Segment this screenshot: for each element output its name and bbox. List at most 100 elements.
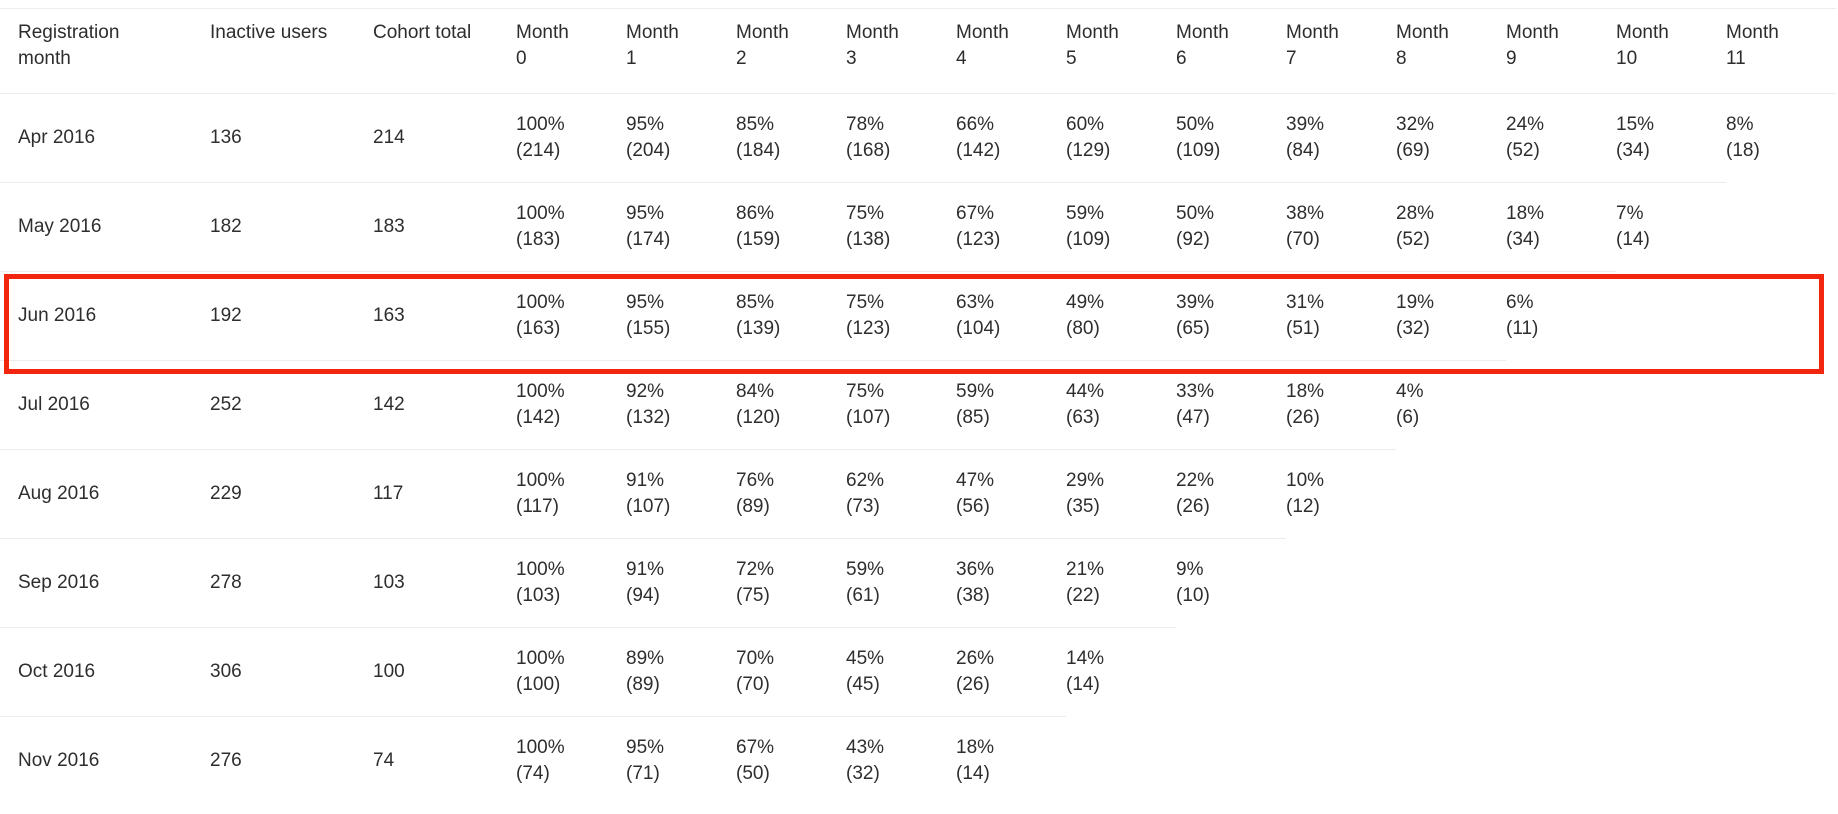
retention-cell: 60% (129) [1066,93,1176,182]
retention-cell: 18% (34) [1506,182,1616,271]
retention-cell: 15% (34) [1616,93,1726,182]
retention-count: (117) [516,496,559,517]
cohort-total-cell: 163 [373,271,516,360]
inactive-users-cell: 306 [210,627,373,716]
table-row: Aug 2016 229 117 100% (117) 91% (107) 76% (89) 62… [0,449,1836,538]
retention-percent: 28% [1396,203,1435,224]
empty-cell [1286,627,1396,716]
retention-percent: 39% [1286,114,1325,135]
retention-count: (138) [846,229,891,250]
retention-count: (94) [626,585,660,606]
retention-count: (11) [1506,318,1539,339]
retention-percent: 31% [1286,292,1325,313]
retention-count: (61) [846,585,880,606]
retention-percent: 100% [516,114,565,135]
retention-count: (70) [736,674,770,695]
retention-percent: 18% [956,737,995,758]
retention-count: (184) [736,140,781,161]
retention-cell: 76% (89) [736,449,846,538]
retention-cell: 100% (163) [516,271,626,360]
registration-month-cell-label: Jul 2016 [18,394,90,415]
retention-percent: 89% [626,648,665,669]
retention-count: (50) [736,763,770,784]
retention-percent: 9% [1176,559,1204,580]
empty-cell [1396,716,1506,805]
empty-cell [1286,538,1396,627]
retention-count: (89) [626,674,660,695]
cohort-total-cell: 117 [373,449,516,538]
retention-cell: 6% (11) [1506,271,1616,360]
retention-count: (10) [1176,585,1210,606]
registration-month-cell: Apr 2016 [0,93,210,182]
column-header: Month 9 [1506,22,1559,69]
retention-percent: 18% [1286,381,1325,402]
retention-count: (38) [956,585,990,606]
retention-percent: 62% [846,470,885,491]
retention-percent: 21% [1066,559,1105,580]
registration-month-cell: May 2016 [0,182,210,271]
table-row: Nov 2016 276 74 100% (74) 95% (71) 67% (50) 43% (3… [0,716,1836,805]
retention-count: (26) [1176,496,1210,517]
retention-count: (51) [1286,318,1320,339]
retention-cell: 100% (117) [516,449,626,538]
retention-cell: 24% (52) [1506,93,1616,182]
retention-count: (63) [1066,407,1100,428]
retention-cell: 95% (204) [626,93,736,182]
retention-cell: 18% (14) [956,716,1066,805]
retention-percent: 100% [516,381,565,402]
retention-cell: 63% (104) [956,271,1066,360]
retention-count: (104) [956,318,1001,339]
registration-month-cell-label: Oct 2016 [18,661,96,682]
retention-cell: 59% (61) [846,538,956,627]
registration-month-cell: Oct 2016 [0,627,210,716]
retention-count: (12) [1286,496,1320,517]
retention-count: (80) [1066,318,1100,339]
retention-cell: 44% (63) [1066,360,1176,449]
empty-cell [1506,716,1616,805]
retention-percent: 100% [516,203,565,224]
retention-count: (52) [1506,140,1540,161]
cohort-total-cell: 74 [373,716,516,805]
registration-month-cell-label: May 2016 [18,216,102,237]
retention-cell: 36% (38) [956,538,1066,627]
retention-count: (34) [1616,140,1650,161]
retention-cell: 18% (26) [1286,360,1396,449]
retention-count: (204) [626,140,671,161]
empty-cell [1616,360,1726,449]
retention-percent: 85% [736,292,775,313]
retention-cell: 75% (123) [846,271,956,360]
retention-cell: 31% (51) [1286,271,1396,360]
cohort-total-cell: 183 [373,182,516,271]
registration-month-cell: Jun 2016 [0,271,210,360]
retention-percent: 4% [1396,381,1424,402]
empty-cell [1066,716,1176,805]
retention-count: (52) [1396,229,1430,250]
retention-percent: 66% [956,114,995,135]
retention-cell: 26% (26) [956,627,1066,716]
retention-percent: 78% [846,114,885,135]
registration-month-cell: Jul 2016 [0,360,210,449]
registration-month-cell-label: Aug 2016 [18,483,100,504]
retention-cell: 84% (120) [736,360,846,449]
retention-cell: 10% (12) [1286,449,1396,538]
retention-count: (100) [516,674,561,695]
retention-percent: 95% [626,292,665,313]
retention-count: (89) [736,496,770,517]
retention-count: (123) [956,229,1001,250]
retention-count: (142) [956,140,1001,161]
cohort-total-cell-label: 100 [373,661,405,682]
retention-percent: 39% [1176,292,1215,313]
empty-cell [1726,449,1836,538]
retention-percent: 70% [736,648,775,669]
retention-cell: 95% (155) [626,271,736,360]
retention-cell: 39% (65) [1176,271,1286,360]
column-header: Month 11 [1726,22,1779,69]
empty-cell [1726,360,1836,449]
empty-cell [1726,627,1836,716]
retention-count: (35) [1066,496,1100,517]
inactive-users-cell-label: 252 [210,394,242,415]
cohort-retention-table: Registration month Inactive users Cohort t… [0,8,1836,805]
retention-percent: 92% [626,381,665,402]
retention-count: (155) [626,318,671,339]
retention-count: (6) [1396,407,1420,428]
